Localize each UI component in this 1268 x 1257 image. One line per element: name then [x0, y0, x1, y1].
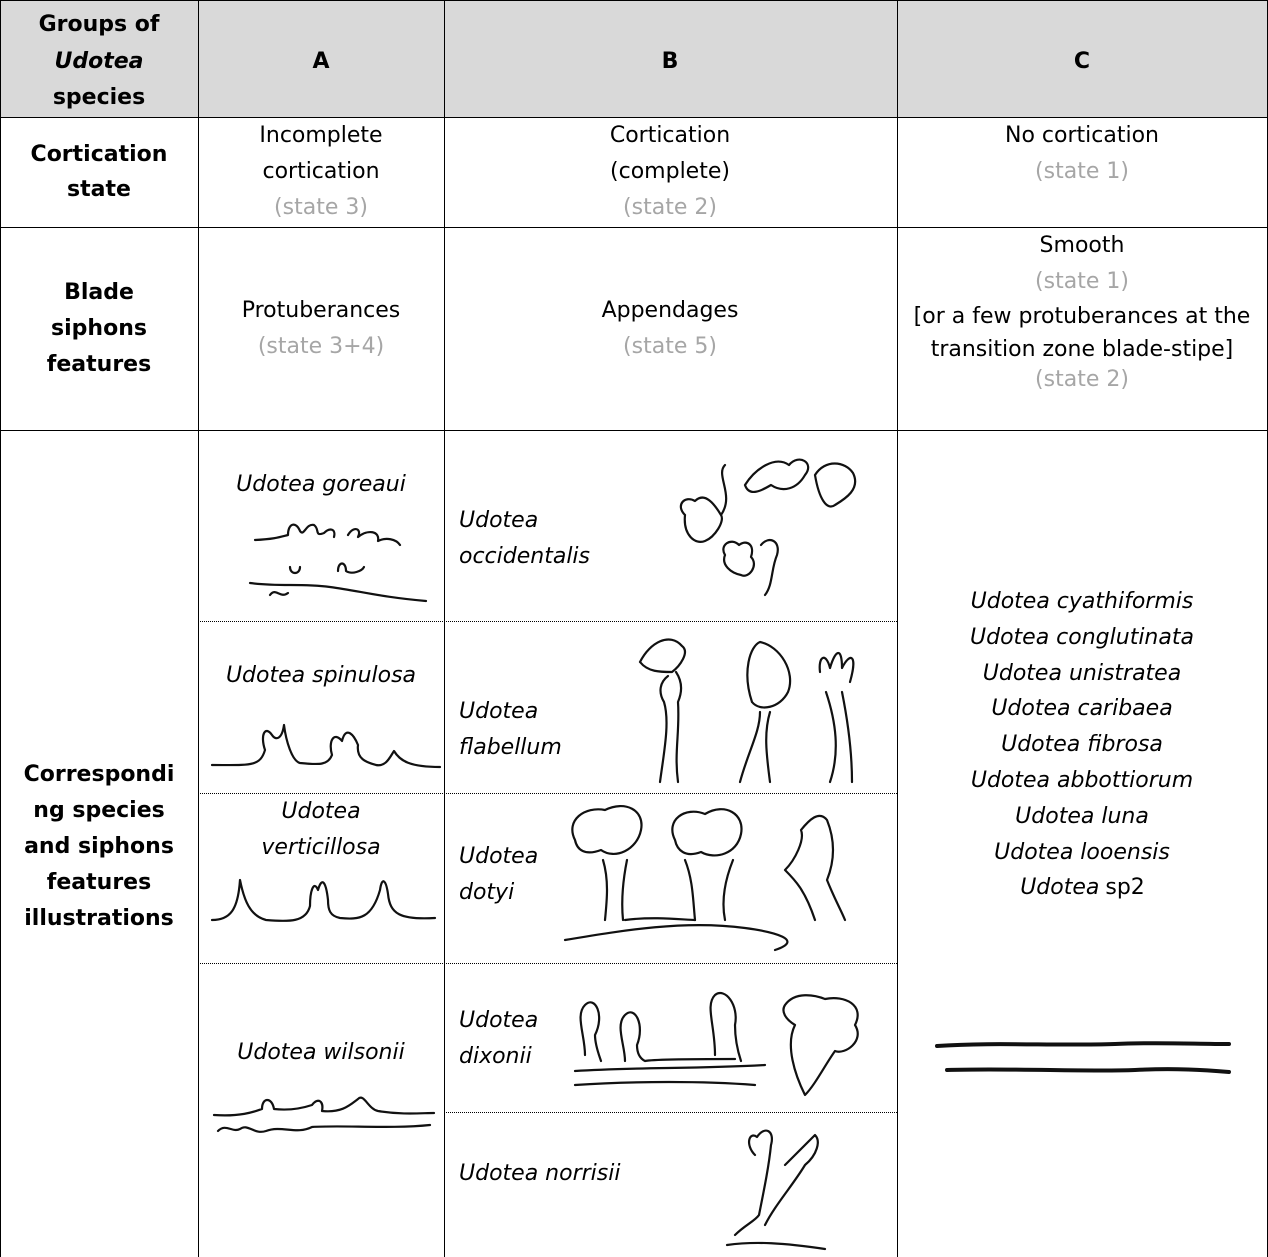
species-name: Udotea [459, 508, 539, 533]
state-label: (state 3) [274, 195, 368, 220]
cell-text: No cortication [1005, 123, 1159, 148]
note-text: [or a few protuberances at the [913, 304, 1251, 329]
state-label: (state 1) [1035, 269, 1129, 294]
row-label: Correspondi [23, 762, 175, 787]
row-label: illustrations [24, 906, 174, 931]
species-name: Udotea luna [1015, 803, 1149, 829]
note-text: transition zone blade-stipe] [930, 337, 1234, 362]
species-name: Udotea goreaui [236, 472, 406, 497]
species-name: Udotea [459, 699, 539, 724]
row-label: and siphons [24, 834, 174, 859]
group-header: C [1073, 49, 1091, 74]
species-suffix: sp2 [1105, 875, 1145, 901]
row-label: Cortication [30, 142, 168, 167]
species-name: Udotea conglutinata [970, 624, 1194, 650]
cell-text: Appendages [601, 298, 739, 323]
illustration [679, 458, 857, 597]
illustration [248, 523, 428, 603]
cell-text: Incomplete [259, 123, 383, 148]
border [198, 0, 199, 1257]
species-name: Udotea cyathiformis [970, 589, 1194, 614]
species-name: occidentalis [459, 544, 591, 569]
cell-text: cortication [262, 159, 380, 184]
illustration [210, 878, 437, 923]
row-label: state [67, 177, 131, 202]
species-name: Udotea caribaea [991, 696, 1173, 722]
sub-border [444, 1112, 897, 1113]
species-name: Udotea wilsonii [237, 1040, 405, 1065]
row-label: ng species [33, 798, 165, 823]
species-name: dotyi [459, 880, 515, 905]
state-label: (state 2) [1035, 367, 1129, 392]
genus: Udotea [1020, 875, 1100, 901]
sub-border [198, 793, 897, 794]
cell-text: Protuberances [241, 298, 401, 323]
state-label: (state 5) [623, 334, 717, 359]
corner-header: Udotea [54, 49, 144, 74]
state-label: (state 2) [623, 195, 717, 220]
border [897, 0, 898, 1257]
illustration [638, 638, 855, 784]
species-name: Udotea abbottiorum [970, 768, 1194, 793]
corner-header: species [52, 85, 146, 110]
species-name: Udotea looensis [994, 839, 1170, 865]
state-label: (state 3+4) [257, 334, 385, 359]
border [0, 117, 1268, 118]
species-name: Udotea [281, 799, 361, 824]
sub-border [198, 621, 897, 622]
species-name: dixonii [459, 1044, 532, 1069]
illustration [573, 992, 859, 1097]
illustration [210, 723, 442, 769]
border [0, 0, 1, 1257]
species-name: Udotea norrisii [459, 1161, 621, 1186]
species-name: Udotea sp2 [900, 870, 1265, 906]
species-name: Udotea [459, 1008, 539, 1033]
illustration [563, 805, 847, 952]
cell-text: Cortication [609, 123, 731, 148]
state-label: (state 1) [1035, 159, 1129, 184]
group-header: B [661, 49, 679, 74]
species-name: verticillosa [261, 835, 381, 860]
header-background [0, 0, 1268, 117]
border [0, 430, 1268, 431]
border [444, 0, 445, 1257]
species-name: flabellum [459, 735, 562, 760]
border [0, 0, 1268, 1]
cell-text: Smooth [1039, 233, 1125, 258]
illustration [935, 1041, 1231, 1074]
corner-header: Groups of [38, 12, 160, 37]
illustration [212, 1096, 436, 1133]
species-name: Udotea fibrosa [1001, 732, 1163, 758]
species-name: Udotea spinulosa [225, 663, 417, 688]
border [0, 227, 1268, 228]
row-label: siphons [51, 316, 147, 341]
sub-border [198, 963, 897, 964]
row-label: Blade [64, 280, 134, 305]
cell-text: (complete) [610, 159, 730, 184]
row-label: features [46, 870, 152, 895]
species-name: Udotea unistratea [982, 660, 1182, 686]
group-header: A [312, 49, 330, 74]
illustration [725, 1129, 827, 1251]
row-label: features [46, 352, 152, 377]
species-name: Udotea [459, 844, 539, 869]
